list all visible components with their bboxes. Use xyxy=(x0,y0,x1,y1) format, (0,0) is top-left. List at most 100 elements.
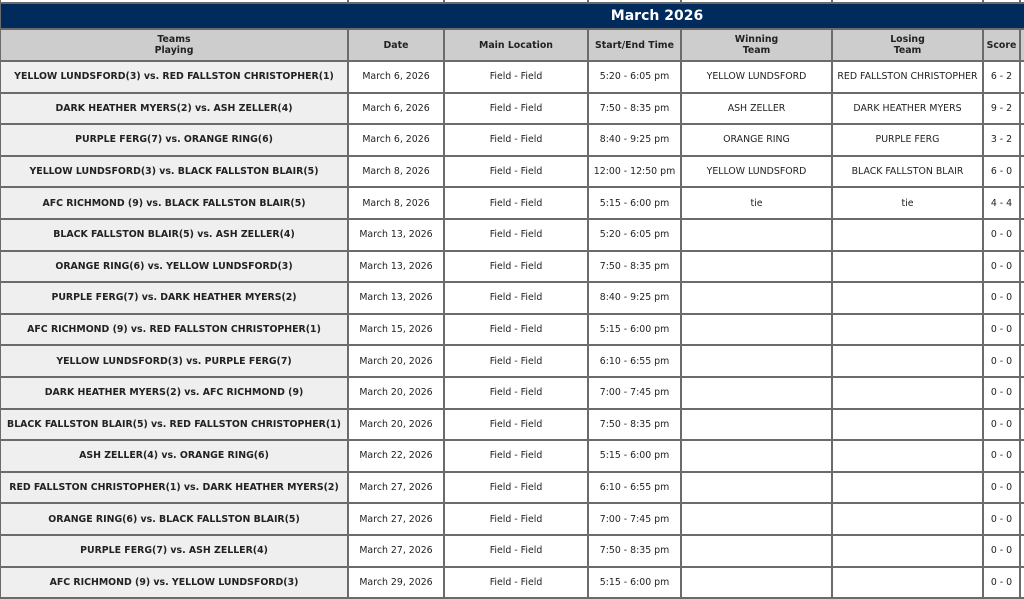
score-cell: 0 - 0 xyxy=(982,344,1021,378)
winner-cell xyxy=(680,281,833,315)
table-row: AFC RICHMOND (9) vs. RED FALLSTON CHRIST… xyxy=(0,312,1024,347)
winner-cell: ORANGE RING xyxy=(680,123,833,157)
score-cell: 0 - 0 xyxy=(982,502,1021,536)
winner-cell xyxy=(680,533,833,568)
date-cell: March 27, 2026 xyxy=(347,533,445,568)
team-cell: RED FALLSTON CHRISTOPHER(1) vs. DARK HEA… xyxy=(0,470,349,505)
table-row: DARK HEATHER MYERS(2) vs. ASH ZELLER(4) M… xyxy=(0,91,1024,126)
extra-cell xyxy=(1019,407,1024,442)
team-cell: YELLOW LUNDSFORD(3) vs. BLACK FALLSTON B… xyxy=(0,154,349,189)
location-cell: Field - Field xyxy=(443,312,589,347)
table-row: RED FALLSTON CHRISTOPHER(1) vs. DARK HEA… xyxy=(0,470,1024,505)
winner-cell: YELLOW LUNDSFORD xyxy=(680,154,833,189)
date-cell: March 6, 2026 xyxy=(347,60,445,94)
location-cell: Field - Field xyxy=(443,533,589,568)
loser-cell xyxy=(831,470,984,505)
table-row: YELLOW LUNDSFORD(3) vs. RED FALLSTON CHR… xyxy=(0,60,1024,94)
location-cell: Field - Field xyxy=(443,375,589,410)
header-score: Score xyxy=(982,28,1021,62)
score-cell: 0 - 0 xyxy=(982,217,1021,252)
loser-cell xyxy=(831,375,984,410)
team-cell: YELLOW LUNDSFORD(3) vs. RED FALLSTON CHR… xyxy=(0,60,349,94)
team-cell: PURPLE FERG(7) vs. ASH ZELLER(4) xyxy=(0,533,349,568)
extra-cell xyxy=(1019,123,1024,157)
score-cell: 9 - 2 xyxy=(982,91,1021,126)
score-cell: 0 - 0 xyxy=(982,439,1021,473)
date-cell: March 13, 2026 xyxy=(347,217,445,252)
date-cell: March 6, 2026 xyxy=(347,91,445,126)
loser-cell: RED FALLSTON CHRISTOPHER xyxy=(831,60,984,94)
header-time: Start/End Time xyxy=(587,28,682,62)
header-teams: Teams Playing xyxy=(0,28,349,62)
extra-cell xyxy=(1019,312,1024,347)
time-cell: 5:15 - 6:00 pm xyxy=(587,312,682,347)
score-cell: 0 - 0 xyxy=(982,375,1021,410)
time-cell: 6:10 - 6:55 pm xyxy=(587,344,682,378)
time-cell: 12:00 - 12:50 pm xyxy=(587,154,682,189)
location-cell: Field - Field xyxy=(443,470,589,505)
team-cell: AFC RICHMOND (9) vs. BLACK FALLSTON BLAI… xyxy=(0,186,349,220)
team-cell: BLACK FALLSTON BLAIR(5) vs. ASH ZELLER(4… xyxy=(0,217,349,252)
winner-cell xyxy=(680,439,833,473)
header-winning: Winning Team xyxy=(680,28,833,62)
date-cell: March 13, 2026 xyxy=(347,281,445,315)
winner-cell xyxy=(680,249,833,284)
header-extra xyxy=(1019,28,1024,62)
extra-cell xyxy=(1019,249,1024,284)
location-cell: Field - Field xyxy=(443,439,589,473)
time-cell: 5:15 - 6:00 pm xyxy=(587,186,682,220)
location-cell: Field - Field xyxy=(443,91,589,126)
winner-cell xyxy=(680,217,833,252)
location-cell: Field - Field xyxy=(443,60,589,94)
table-row: PURPLE FERG(7) vs. ORANGE RING(6) March 6… xyxy=(0,123,1024,157)
loser-cell xyxy=(831,439,984,473)
extra-cell xyxy=(1019,217,1024,252)
winner-cell xyxy=(680,312,833,347)
loser-cell xyxy=(831,533,984,568)
team-cell: BLACK FALLSTON BLAIR(5) vs. RED FALLSTON… xyxy=(0,407,349,442)
team-cell: PURPLE FERG(7) vs. DARK HEATHER MYERS(2) xyxy=(0,281,349,315)
winner-cell xyxy=(680,375,833,410)
header-date: Date xyxy=(347,28,445,62)
time-cell: 7:00 - 7:45 pm xyxy=(587,502,682,536)
table-row: YELLOW LUNDSFORD(3) vs. BLACK FALLSTON B… xyxy=(0,154,1024,189)
team-cell: ORANGE RING(6) vs. YELLOW LUNDSFORD(3) xyxy=(0,249,349,284)
time-cell: 7:50 - 8:35 pm xyxy=(587,533,682,568)
date-cell: March 27, 2026 xyxy=(347,470,445,505)
loser-cell: tie xyxy=(831,186,984,220)
table-row: AFC RICHMOND (9) vs. YELLOW LUNDSFORD(3)… xyxy=(0,565,1024,599)
score-cell: 3 - 2 xyxy=(982,123,1021,157)
date-cell: March 27, 2026 xyxy=(347,502,445,536)
winner-cell xyxy=(680,407,833,442)
team-cell: AFC RICHMOND (9) vs. YELLOW LUNDSFORD(3) xyxy=(0,565,349,599)
location-cell: Field - Field xyxy=(443,123,589,157)
loser-cell xyxy=(831,344,984,378)
date-cell: March 22, 2026 xyxy=(347,439,445,473)
score-cell: 0 - 0 xyxy=(982,407,1021,442)
loser-cell: BLACK FALLSTON BLAIR xyxy=(831,154,984,189)
winner-cell: ASH ZELLER xyxy=(680,91,833,126)
winner-cell: YELLOW LUNDSFORD xyxy=(680,60,833,94)
date-cell: March 20, 2026 xyxy=(347,375,445,410)
extra-cell xyxy=(1019,533,1024,568)
winner-cell: tie xyxy=(680,186,833,220)
loser-cell xyxy=(831,502,984,536)
location-cell: Field - Field xyxy=(443,217,589,252)
time-cell: 5:20 - 6:05 pm xyxy=(587,60,682,94)
extra-cell xyxy=(1019,375,1024,410)
date-cell: March 29, 2026 xyxy=(347,565,445,599)
table-row: PURPLE FERG(7) vs. DARK HEATHER MYERS(2)… xyxy=(0,281,1024,315)
team-cell: ORANGE RING(6) vs. BLACK FALLSTON BLAIR(… xyxy=(0,502,349,536)
table-row: DARK HEATHER MYERS(2) vs. AFC RICHMOND (… xyxy=(0,375,1024,410)
loser-cell xyxy=(831,249,984,284)
extra-cell xyxy=(1019,186,1024,220)
score-cell: 0 - 0 xyxy=(982,281,1021,315)
extra-cell xyxy=(1019,470,1024,505)
score-cell: 0 - 0 xyxy=(982,312,1021,347)
extra-cell xyxy=(1019,344,1024,378)
score-cell: 0 - 0 xyxy=(982,470,1021,505)
extra-cell xyxy=(1019,565,1024,599)
team-cell: DARK HEATHER MYERS(2) vs. AFC RICHMOND (… xyxy=(0,375,349,410)
date-cell: March 13, 2026 xyxy=(347,249,445,284)
score-cell: 6 - 0 xyxy=(982,154,1021,189)
